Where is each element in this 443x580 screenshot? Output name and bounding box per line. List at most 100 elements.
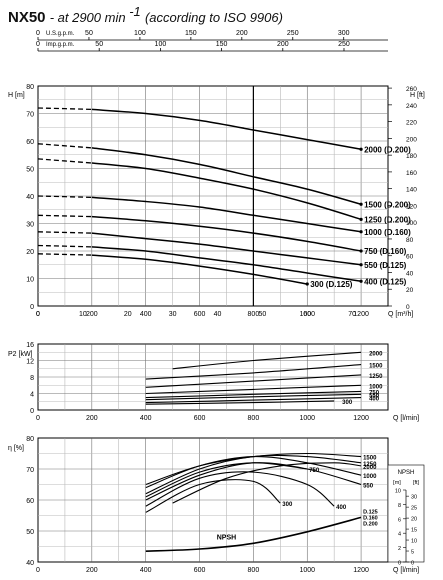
head-curve: [91, 246, 362, 283]
head-y-tick-label: 50: [26, 167, 34, 174]
head-curve-end: [359, 147, 363, 151]
head-ft-tick-label: 40: [406, 270, 414, 277]
head-y-tick-label: 0: [30, 304, 34, 311]
head-curve-end: [359, 279, 363, 283]
power-curve: [172, 351, 362, 370]
head-ft-tick-label: 120: [406, 203, 417, 210]
npsh-ft-tick-label: 5: [411, 550, 414, 556]
npsh-ft-tick-label: 10: [411, 539, 417, 545]
head-x-tick-label: 800: [248, 311, 260, 318]
head-curve-label: 300 (D.125): [310, 280, 353, 289]
head-x-tick-label: 200: [86, 311, 98, 318]
power-curve-label: 300: [342, 400, 353, 406]
impgpm-tick-label: 0: [36, 41, 40, 48]
npsh-ft-tick-label: 0: [411, 561, 414, 567]
efficiency-curve-label: 1500: [363, 456, 377, 462]
head-curve: [91, 232, 362, 266]
power-curve: [145, 397, 362, 404]
head-curve-label: 400 (D.125): [364, 277, 407, 286]
efficiency-curve-label: 300: [282, 502, 293, 508]
head-curve-label: 750 (D.160): [364, 247, 407, 256]
npsh-axis-unit-m: [m]: [393, 480, 401, 486]
head-ft-tick-label: 240: [406, 103, 417, 110]
head-curve-label: 1000 (D.160): [364, 228, 411, 237]
impgpm-tick-label: 50: [95, 41, 103, 48]
efficiency-curve: [145, 462, 362, 501]
head-x-tick-label: 1000: [299, 311, 315, 318]
power-curve: [145, 374, 362, 388]
efficiency-x-tick-label: 200: [86, 567, 98, 574]
efficiency-curve-label: 400: [336, 505, 347, 511]
head-y-axis-label: H [m]: [8, 92, 25, 99]
head-curve: [91, 254, 308, 285]
head-ft-axis-label: H [ft]: [410, 92, 425, 99]
npsh-curve: [145, 516, 362, 552]
npsh-ft-tick-label: 20: [411, 517, 417, 523]
head-ft-tick-label: 180: [406, 153, 417, 160]
power-curve: [145, 390, 362, 399]
head-ft-tick-label: 100: [406, 220, 417, 227]
npsh-ft-tick-label: 15: [411, 528, 417, 534]
usgpm-tick-label: 150: [185, 30, 197, 37]
efficiency-x-tick-label: 0: [36, 567, 40, 574]
head-ft-tick-label: 260: [406, 86, 417, 93]
head-m3h-tick-label: 50: [258, 311, 266, 318]
power-curve-label: 1000: [369, 384, 383, 390]
power-x-tick-label: 400: [140, 415, 152, 422]
head-y-tick-label: 30: [26, 222, 34, 229]
npsh-ft-tick-label: 25: [411, 506, 417, 512]
head-x-tick-label: 0: [36, 311, 40, 318]
npsh-impeller-label: D.125: [363, 509, 378, 515]
npsh-ft-tick-label: 30: [411, 495, 417, 501]
npsh-m-tick-label: 8: [398, 503, 401, 509]
head-curve: [91, 162, 362, 221]
subtitle-standard: (according to ISO 9906): [144, 10, 283, 25]
head-m3h-tick-label: 60: [303, 311, 311, 318]
power-curve: [145, 400, 335, 405]
npsh-m-tick-label: 4: [398, 532, 401, 538]
power-x-tick-label: 1200: [353, 415, 369, 422]
npsh-m-tick-label: 10: [395, 489, 401, 495]
impgpm-tick-label: 150: [216, 41, 228, 48]
power-y-tick-label: 8: [30, 375, 34, 382]
usgpm-tick-label: 250: [287, 30, 299, 37]
efficiency-y-tick-label: 60: [26, 498, 34, 505]
usgpm-tick-label: 300: [338, 30, 350, 37]
head-x-tick-label: 600: [194, 311, 206, 318]
head-curve-label: 550 (D.125): [364, 261, 407, 270]
efficiency-x-tick-label: 800: [248, 567, 260, 574]
efficiency-y-axis-label: η [%]: [8, 445, 24, 452]
power-y-tick-label: 12: [26, 359, 34, 366]
head-y-tick-label: 60: [26, 139, 34, 146]
efficiency-x-tick-label: 400: [140, 567, 152, 574]
usgpm-tick-label: 200: [236, 30, 248, 37]
head-curve: [91, 108, 362, 151]
head-curve-dashed: [37, 143, 92, 149]
usgpm-axis-label: U.S.g.p.m.: [46, 31, 75, 37]
head-ft-tick-label: 20: [406, 287, 414, 294]
power-curve: [145, 393, 362, 401]
power-x-axis-label: Q [l/min]: [393, 415, 419, 422]
usgpm-tick-label: 0: [36, 30, 40, 37]
npsh-m-tick-label: 2: [398, 546, 401, 552]
head-m3h-tick-label: 0: [36, 311, 40, 318]
head-curve-label: 1500 (D.200): [364, 200, 411, 209]
head-y-tick-label: 40: [26, 194, 34, 201]
head-m3h-axis-label: Q [m³/h]: [388, 311, 413, 318]
head-y-tick-label: 70: [26, 112, 34, 119]
head-ft-tick-label: 220: [406, 120, 417, 127]
head-m3h-tick-label: 70: [348, 311, 356, 318]
head-curve-label: 2000 (D.200): [364, 145, 411, 154]
power-x-tick-label: 600: [194, 415, 206, 422]
npsh-axis-title: NPSH: [398, 470, 415, 476]
head-curve-end: [359, 249, 363, 253]
power-curve-label: 550: [369, 393, 380, 399]
npsh-impeller-label: D.200: [363, 521, 378, 527]
head-curve: [91, 147, 362, 206]
npsh-m-tick-label: 0: [398, 561, 401, 567]
efficiency-curve: [145, 471, 335, 507]
head-x-tick-label: 400: [140, 311, 152, 318]
power-y-tick-label: 4: [30, 392, 34, 399]
